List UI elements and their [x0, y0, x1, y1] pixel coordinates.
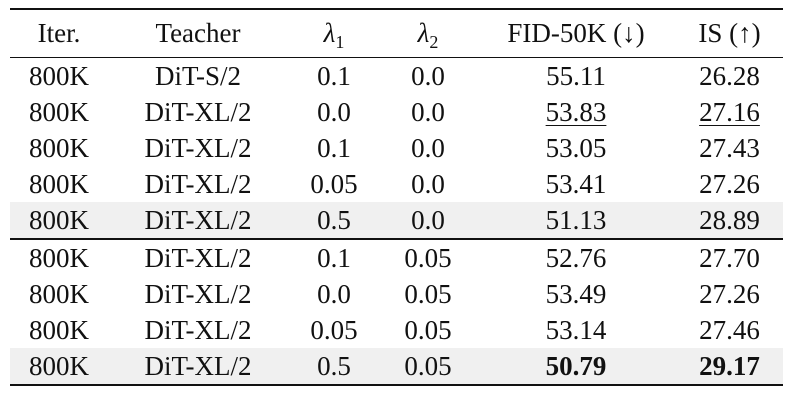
header-is: IS (↑) [676, 8, 783, 58]
header-lambda2: λ2 [380, 8, 476, 58]
table-row-highlighted: 800K DiT-XL/2 0.5 0.0 51.13 28.89 [10, 202, 783, 240]
table-row-highlighted: 800K DiT-XL/2 0.5 0.05 50.79 29.17 [10, 348, 783, 386]
lambda2-subscript: 2 [429, 32, 439, 52]
table-row: 800K DiT-XL/2 0.1 0.0 53.05 27.43 [10, 130, 783, 166]
cell-fid: 53.14 [545, 314, 607, 345]
cell-is: 27.70 [699, 242, 760, 273]
cell-is: 27.26 [699, 168, 760, 199]
table-row: 800K DiT-XL/2 0.05 0.05 53.14 27.46 [10, 312, 783, 348]
cell-iter: 800K [29, 168, 89, 199]
table-row: 800K DiT-XL/2 0.0 0.05 53.49 27.26 [10, 276, 783, 312]
header-row: Iter. Teacher λ1 λ2 FID-50K (↓) IS (↑) [10, 8, 783, 58]
cell-is: 27.43 [699, 132, 760, 163]
cell-is: 28.89 [676, 202, 783, 240]
cell-is: 27.46 [699, 314, 760, 345]
cell-teacher: DiT-XL/2 [108, 348, 288, 386]
cell-fid: 53.49 [545, 278, 607, 309]
cell-lambda1: 0.05 [310, 314, 358, 345]
cell-lambda2: 0.0 [411, 96, 445, 127]
cell-teacher: DiT-XL/2 [144, 132, 252, 163]
results-table: Iter. Teacher λ1 λ2 FID-50K (↓) IS (↑) 8… [10, 8, 783, 386]
cell-lambda2: 0.0 [411, 132, 445, 163]
header-lambda1: λ1 [288, 8, 380, 58]
cell-lambda2: 0.05 [404, 242, 452, 273]
lambda2-symbol: λ [417, 18, 430, 48]
cell-lambda2: 0.0 [411, 60, 445, 91]
table-group-1: 800K DiT-S/2 0.1 0.0 55.11 26.28 800K Di… [10, 58, 783, 240]
cell-lambda2: 0.0 [411, 168, 445, 199]
cell-is-best: 29.17 [676, 348, 783, 386]
header-teacher: Teacher [108, 8, 288, 58]
cell-lambda1: 0.0 [317, 96, 351, 127]
cell-iter: 800K [29, 60, 89, 91]
cell-iter: 800K [29, 278, 89, 309]
cell-fid: 53.41 [545, 168, 607, 199]
cell-lambda1: 0.1 [317, 132, 351, 163]
table-row: 800K DiT-XL/2 0.0 0.0 53.83 27.16 [10, 94, 783, 130]
cell-iter: 800K [10, 202, 108, 240]
table-row: 800K DiT-XL/2 0.05 0.0 53.41 27.26 [10, 166, 783, 202]
cell-teacher: DiT-XL/2 [144, 242, 252, 273]
cell-fid: 52.76 [545, 242, 607, 273]
cell-lambda2: 0.05 [404, 314, 452, 345]
cell-is-underlined: 27.16 [699, 96, 760, 127]
header-iter: Iter. [10, 8, 108, 58]
cell-iter: 800K [10, 348, 108, 386]
cell-lambda1: 0.05 [310, 168, 358, 199]
header-fid: FID-50K (↓) [476, 8, 676, 58]
cell-teacher: DiT-XL/2 [144, 314, 252, 345]
cell-fid-best: 50.79 [476, 348, 676, 386]
cell-fid: 53.83 [476, 94, 676, 130]
cell-lambda1: 0.0 [317, 278, 351, 309]
cell-lambda2: 0.0 [380, 202, 476, 240]
cell-lambda1: 0.5 [288, 348, 380, 386]
cell-lambda1: 0.5 [288, 202, 380, 240]
table-group-2: 800K DiT-XL/2 0.1 0.05 52.76 27.70 800K … [10, 239, 783, 386]
cell-is: 26.28 [699, 60, 760, 91]
cell-lambda2: 0.05 [380, 348, 476, 386]
cell-iter: 800K [29, 314, 89, 345]
cell-teacher: DiT-XL/2 [108, 202, 288, 240]
table-row: 800K DiT-XL/2 0.1 0.05 52.76 27.70 [10, 239, 783, 276]
lambda1-subscript: 1 [335, 32, 345, 52]
table-header: Iter. Teacher λ1 λ2 FID-50K (↓) IS (↑) [10, 8, 783, 58]
lambda1-symbol: λ [323, 18, 336, 48]
cell-is: 27.16 [676, 94, 783, 130]
cell-teacher: DiT-XL/2 [144, 278, 252, 309]
table-row: 800K DiT-S/2 0.1 0.0 55.11 26.28 [10, 58, 783, 95]
cell-teacher: DiT-S/2 [154, 60, 242, 91]
cell-is: 27.26 [699, 278, 760, 309]
cell-teacher: DiT-XL/2 [144, 96, 252, 127]
cell-lambda1: 0.1 [317, 242, 351, 273]
cell-iter: 800K [29, 242, 89, 273]
cell-lambda1: 0.1 [317, 60, 351, 91]
results-table-container: Iter. Teacher λ1 λ2 FID-50K (↓) IS (↑) 8… [10, 8, 783, 386]
cell-fid: 53.05 [545, 132, 607, 163]
cell-fid: 51.13 [476, 202, 676, 240]
cell-iter: 800K [29, 96, 89, 127]
cell-lambda2: 0.05 [404, 278, 452, 309]
cell-fid: 55.11 [546, 60, 606, 91]
cell-fid-underlined: 53.83 [545, 96, 607, 127]
cell-iter: 800K [29, 132, 89, 163]
cell-teacher: DiT-XL/2 [144, 168, 252, 199]
